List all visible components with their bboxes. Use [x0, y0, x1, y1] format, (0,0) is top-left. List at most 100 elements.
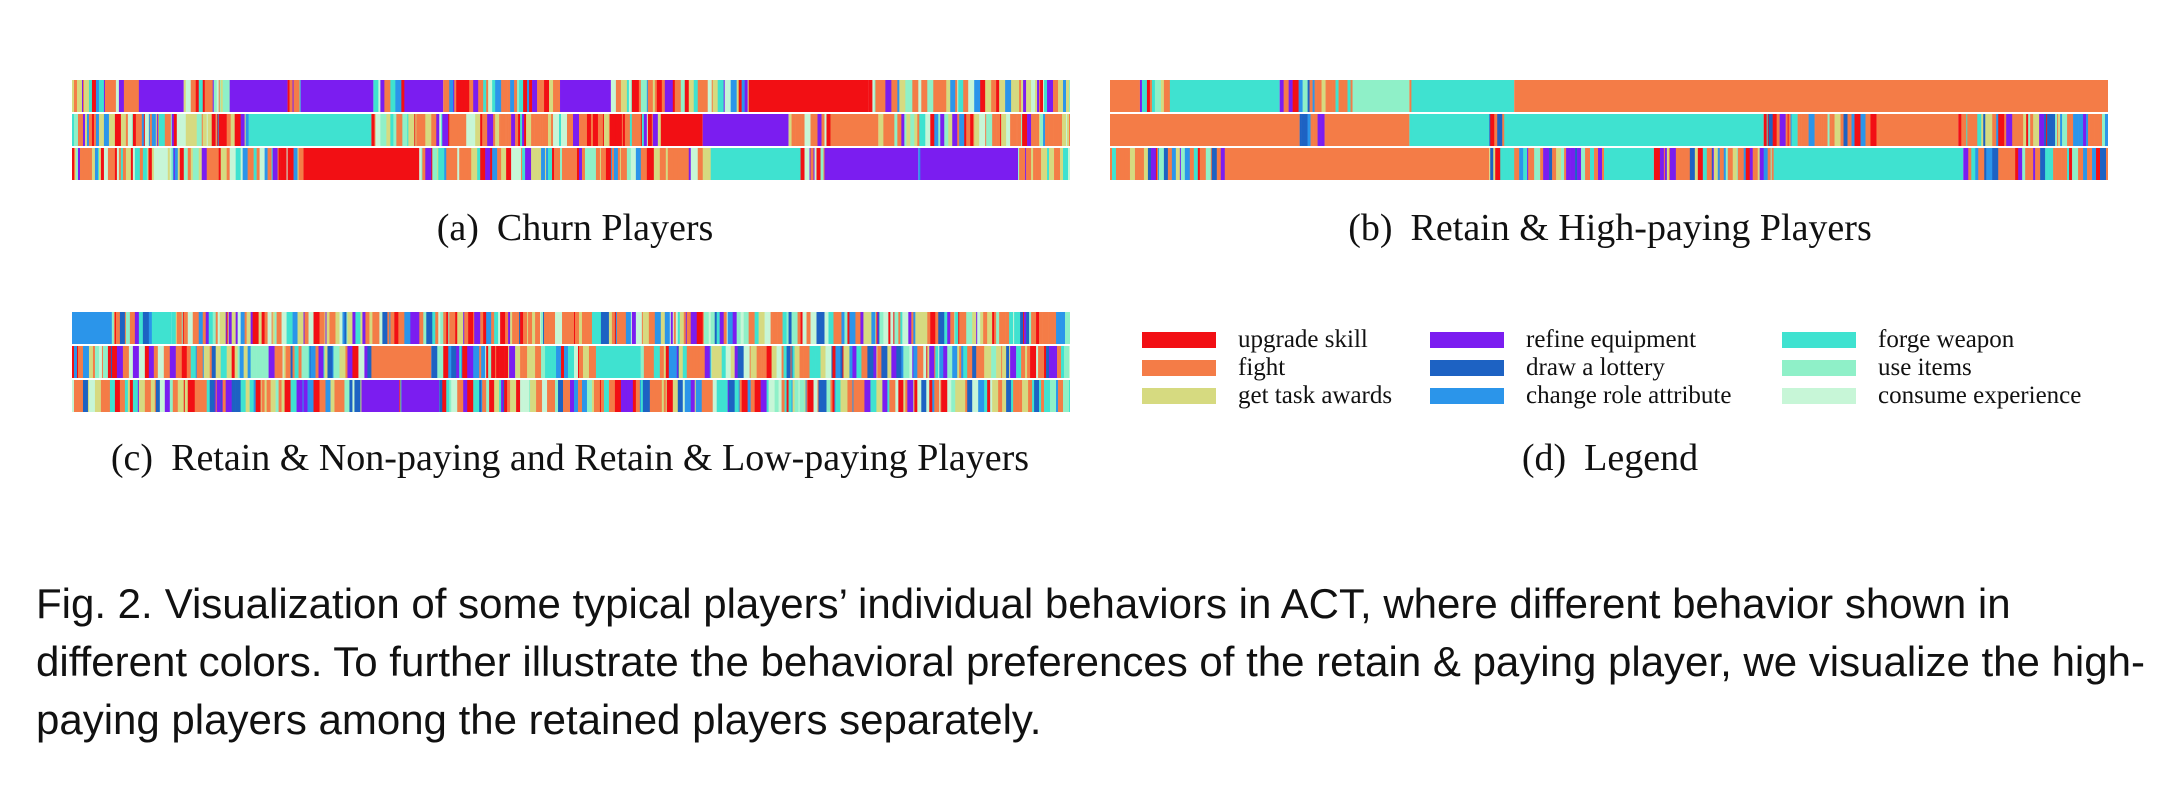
behavior-segment: [482, 114, 484, 146]
behavior-segment: [665, 346, 670, 378]
behavior-segment: [1981, 114, 1984, 146]
behavior-segment: [1068, 148, 1070, 180]
behavior-segment: [522, 346, 528, 378]
behavior-segment: [255, 380, 261, 412]
behavior-segment: [170, 114, 173, 146]
legend-item-refine-equipment: refine equipment: [1430, 326, 1696, 354]
behavior-segment: [721, 380, 728, 412]
behavior-segment: [1653, 148, 1661, 180]
behavior-segment: [1210, 148, 1213, 180]
behavior-segment: [910, 346, 913, 378]
behavior-segment: [638, 80, 641, 112]
behavior-segment: [187, 380, 191, 412]
behavior-segment: [97, 148, 100, 180]
behavior-segment: [946, 80, 951, 112]
behavior-segment: [985, 312, 988, 344]
behavior-segment: [952, 114, 958, 146]
behavior-segment: [425, 114, 432, 146]
behavior-segment: [1044, 80, 1048, 112]
behavior-segment: [226, 312, 228, 344]
behavior-segment: [494, 312, 499, 344]
behavior-segment: [632, 80, 640, 112]
behavior-segment: [806, 380, 808, 412]
behavior-segment: [573, 380, 579, 412]
behavior-segment: [509, 346, 516, 378]
behavior-segment: [352, 346, 359, 378]
behavior-segment: [143, 148, 148, 180]
behavior-segment: [2102, 114, 2106, 146]
behavior-segment: [977, 312, 981, 344]
behavior-segment: [1058, 80, 1064, 112]
behavior-segment: [267, 312, 272, 344]
behavior-segment: [501, 80, 508, 112]
behavior-segment: [794, 346, 800, 378]
behavior-segment: [499, 114, 501, 146]
behavior-segment: [905, 380, 908, 412]
behavior-segment: [264, 380, 267, 412]
behavior-segment: [148, 148, 153, 180]
behavior-segment: [385, 312, 388, 344]
behavior-segment: [431, 148, 433, 180]
behavior-segment: [1543, 148, 1550, 180]
behavior-segment: [795, 114, 802, 146]
behavior-segment: [1500, 148, 1506, 180]
behavior-segment: [493, 114, 496, 146]
behavior-segment: [554, 148, 561, 180]
behavior-segment: [395, 80, 402, 112]
behavior-segment: [800, 312, 803, 344]
behavior-segment: [942, 80, 947, 112]
behavior-segment: [262, 380, 265, 412]
behavior-segment: [1063, 80, 1067, 112]
behavior-segment: [1788, 114, 1791, 146]
behavior-segment: [632, 380, 637, 412]
behavior-segment: [2033, 148, 2036, 180]
behavior-segment: [151, 312, 172, 344]
behavior-segment: [203, 312, 207, 344]
behavior-segment: [324, 346, 328, 378]
behavior-segment: [339, 312, 343, 344]
behavior-segment: [738, 380, 740, 412]
behavior-segment: [995, 80, 997, 112]
behavior-segment: [727, 380, 729, 412]
behavior-segment: [1027, 346, 1031, 378]
behavior-segment: [394, 80, 396, 112]
behavior-segment: [393, 114, 397, 146]
behavior-segment: [878, 312, 880, 344]
behavior-segment: [371, 346, 432, 378]
behavior-segment: [809, 346, 816, 378]
behavior-segment: [589, 346, 597, 378]
behavior-segment: [631, 114, 637, 146]
behavior-segment: [226, 148, 230, 180]
behavior-segment: [670, 312, 674, 344]
behavior-segment: [630, 80, 633, 112]
behavior-segment: [466, 114, 470, 146]
behavior-segment: [983, 312, 986, 344]
behavior-segment: [819, 312, 825, 344]
behavior-segment: [92, 346, 96, 378]
behavior-segment: [736, 312, 741, 344]
behavior-segment: [571, 148, 578, 180]
behavior-segment: [483, 114, 488, 146]
behavior-segment: [1335, 80, 1339, 112]
behavior-segment: [73, 380, 81, 412]
behavior-segment: [361, 380, 400, 412]
behavior-segment: [732, 312, 737, 344]
behavior-segment: [72, 80, 75, 112]
behavior-segment: [813, 380, 815, 412]
behavior-segment: [1307, 80, 1310, 112]
behavior-segment: [992, 380, 999, 412]
behavior-segment: [653, 148, 661, 180]
behavior-segment: [959, 114, 965, 146]
behavior-segment: [835, 380, 840, 412]
behavior-segment: [153, 148, 161, 180]
behavior-segment: [1110, 148, 1113, 180]
behavior-segment: [1038, 346, 1045, 378]
behavior-segment: [511, 114, 516, 146]
behavior-segment: [177, 380, 185, 412]
behavior-segment: [1321, 114, 1325, 146]
behavior-segment: [2089, 114, 2095, 146]
behavior-segment: [264, 312, 268, 344]
behavior-segment: [1831, 114, 1835, 146]
behavior-segment: [1143, 148, 1149, 180]
behavior-segment: [558, 80, 561, 112]
